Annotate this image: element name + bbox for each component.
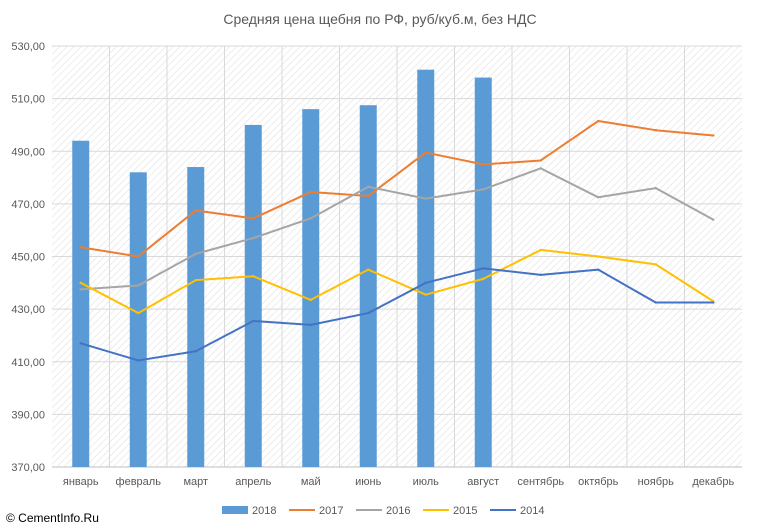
y-tick-label: 470,00 (11, 199, 45, 211)
watermark-text: © CementInfo.Ru (6, 511, 99, 525)
point-2014 (79, 342, 82, 345)
legend-label-2015: 2015 (453, 505, 477, 517)
point-2017 (79, 246, 82, 249)
point-2016 (654, 186, 657, 190)
point-2015 (597, 255, 600, 258)
point-2016 (539, 167, 542, 170)
point-2017 (367, 194, 370, 198)
x-tick-label: июль (413, 476, 440, 488)
point-2017 (482, 163, 485, 166)
point-2015 (194, 278, 197, 282)
legend: 2018 2017 2016 2015 2014 (222, 505, 544, 517)
y-axis: 370,00 390,00 410,00 430,00 450,00 470,00 490,… (11, 41, 45, 474)
x-tick-label: декабрь (692, 476, 734, 488)
point-2016 (482, 188, 485, 191)
y-tick-label: 530,00 (11, 41, 45, 53)
x-axis: январь февраль март апрель май июнь июль август… (63, 476, 735, 488)
x-tick-label: январь (63, 476, 99, 488)
point-2017 (654, 129, 657, 132)
legend-label-2018: 2018 (252, 505, 276, 517)
bar-2018 (72, 140, 90, 467)
x-tick-label: февраль (116, 476, 162, 488)
x-tick-label: июнь (355, 476, 381, 488)
point-2015 (539, 248, 542, 252)
point-2016 (137, 284, 140, 287)
point-2014 (252, 319, 255, 323)
point-2014 (712, 301, 715, 304)
point-2016 (79, 288, 82, 291)
legend-label-2017: 2017 (319, 505, 343, 517)
point-2016 (194, 252, 197, 256)
point-2014 (194, 350, 197, 353)
line-series (79, 119, 715, 362)
y-tick-label: 510,00 (11, 94, 45, 106)
bar-2018 (187, 167, 205, 467)
point-2014 (309, 323, 312, 327)
legend-swatch-2018 (222, 506, 248, 514)
line-series-2015 (79, 248, 715, 315)
bar-2018 (302, 109, 320, 468)
y-tick-label: 390,00 (11, 409, 45, 421)
point-2016 (252, 236, 255, 240)
point-2014 (654, 301, 657, 304)
x-tick-label: март (183, 476, 208, 488)
point-2016 (309, 217, 312, 220)
point-2015 (79, 281, 82, 285)
point-2017 (194, 209, 197, 212)
x-tick-label: октябрь (578, 476, 618, 488)
bar-series-2018 (72, 69, 492, 468)
x-tick-label: ноябрь (638, 476, 675, 488)
point-2017 (252, 217, 255, 220)
point-2017 (712, 134, 715, 137)
point-2015 (309, 298, 312, 302)
legend-label-2016: 2016 (386, 505, 410, 517)
point-2017 (539, 159, 542, 162)
point-2016 (424, 197, 427, 200)
point-2016 (597, 196, 600, 199)
point-2015 (482, 277, 485, 281)
point-2015 (654, 263, 657, 266)
bar-2018 (474, 77, 492, 467)
bar-2018 (129, 172, 147, 468)
point-2014 (137, 359, 140, 362)
y-tick-label: 410,00 (11, 357, 45, 369)
point-2014 (539, 273, 542, 277)
point-2014 (482, 267, 485, 270)
point-2014 (424, 281, 427, 285)
y-tick-label: 370,00 (11, 462, 45, 474)
x-tick-label: сентябрь (517, 476, 564, 488)
y-tick-label: 430,00 (11, 304, 45, 316)
bar-2018 (359, 105, 377, 467)
point-2015 (424, 293, 427, 296)
point-2017 (424, 151, 427, 154)
y-tick-label: 450,00 (11, 252, 45, 264)
point-2015 (137, 311, 140, 315)
line-series-2017 (79, 119, 715, 258)
point-2017 (597, 119, 600, 123)
x-tick-label: май (301, 476, 321, 488)
point-2017 (309, 190, 312, 194)
y-tick-label: 490,00 (11, 146, 45, 158)
point-2014 (367, 311, 370, 315)
x-tick-label: апрель (235, 476, 271, 488)
point-2015 (252, 275, 255, 278)
line-series-2014 (79, 267, 715, 362)
bar-2018 (244, 124, 262, 467)
x-tick-label: август (467, 476, 499, 488)
line-series-2016 (79, 167, 715, 291)
point-2016 (712, 218, 715, 221)
point-2015 (367, 268, 370, 271)
chart-title: Средняя цена щебня по РФ, руб/куб.м, без… (223, 11, 536, 27)
legend-label-2014: 2014 (520, 505, 544, 517)
bar-2018 (417, 69, 435, 468)
gridlines (52, 45, 742, 468)
point-2014 (597, 268, 600, 271)
point-2017 (137, 255, 140, 258)
point-2016 (367, 185, 370, 188)
